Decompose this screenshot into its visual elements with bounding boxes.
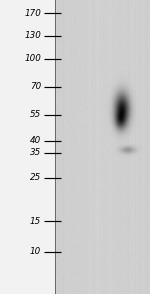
Bar <box>0 0 55 294</box>
Text: 35: 35 <box>30 148 41 157</box>
Text: 170: 170 <box>24 9 41 18</box>
Text: 100: 100 <box>24 54 41 63</box>
Text: 25: 25 <box>30 173 41 182</box>
Text: 40: 40 <box>30 136 41 145</box>
Text: 70: 70 <box>30 82 41 91</box>
Text: 15: 15 <box>30 217 41 225</box>
Text: 130: 130 <box>24 31 41 40</box>
Text: 10: 10 <box>30 248 41 256</box>
Text: 55: 55 <box>30 110 41 119</box>
